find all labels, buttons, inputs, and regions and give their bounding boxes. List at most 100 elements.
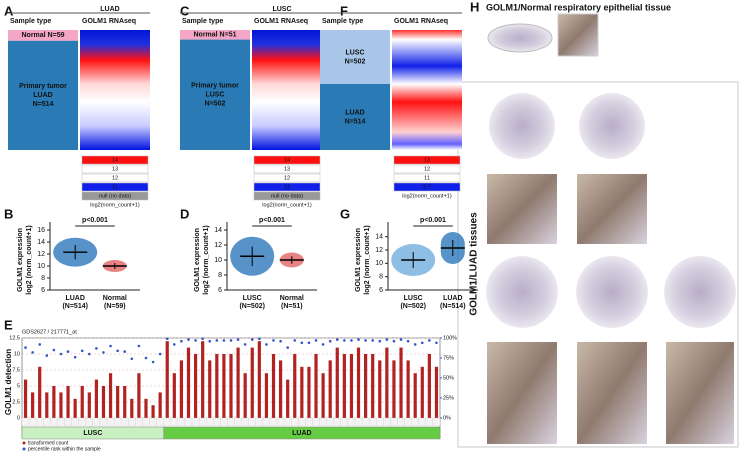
group-label: LUSC <box>205 92 224 99</box>
x-tick-label: LUAD <box>65 295 84 302</box>
sample-label-cell <box>64 417 72 427</box>
bar <box>385 347 389 418</box>
bar <box>264 373 269 418</box>
bar <box>356 347 361 418</box>
y-tick-label: 14 <box>214 227 222 234</box>
x-tick-label: Normal <box>103 295 127 302</box>
group-label: N=514 <box>345 118 366 125</box>
x-tick-label: LUSC <box>243 295 262 302</box>
percentile-dot <box>173 343 176 346</box>
legend-label: 11 <box>112 184 118 190</box>
sample-label-cell <box>255 417 264 427</box>
legend-label: 12 <box>112 175 118 181</box>
percentile-dot <box>293 339 297 342</box>
x-tick-label: (N=514) <box>62 303 87 310</box>
group-label: Primary tumor <box>191 83 239 90</box>
sample-label-cell <box>43 417 51 427</box>
percentile-dot <box>328 339 332 343</box>
percentile-dot <box>151 360 155 364</box>
legend-label: 13 <box>284 166 290 172</box>
h-title: GOLM1/Normal respiratory epithelial tiss… <box>486 2 671 12</box>
heatmap-title: LUAD <box>100 6 119 13</box>
header: GOLM1 RNAseq <box>394 18 448 25</box>
bar <box>52 386 56 418</box>
bar <box>23 379 28 418</box>
percentile-dot <box>435 341 438 345</box>
bar <box>413 373 417 418</box>
percentile-dot <box>130 357 134 361</box>
percentile-dot <box>420 341 424 345</box>
bar <box>434 366 439 418</box>
bar <box>307 366 311 418</box>
percentile-dot <box>229 339 233 342</box>
bar <box>186 347 191 418</box>
header: Sample type <box>322 18 363 25</box>
y-tick-label: 6 <box>379 287 383 294</box>
sample-label-cell <box>198 417 207 427</box>
bar <box>108 373 113 418</box>
sample-label-cell <box>78 417 86 427</box>
bar <box>293 354 297 418</box>
sample-label-cell <box>354 417 363 427</box>
sample-label-cell <box>177 417 186 427</box>
percentile-dot <box>413 343 417 346</box>
percentile-dot <box>45 354 49 357</box>
sample-label-cell <box>234 417 242 427</box>
percentile-dot <box>392 339 396 343</box>
percentile-dot <box>222 339 226 342</box>
legend-box <box>393 173 461 183</box>
sample-group <box>180 30 250 40</box>
sample-label-cell <box>184 417 193 427</box>
legend-box <box>393 155 461 165</box>
group-bar <box>163 426 441 440</box>
sample-label-cell <box>21 417 30 427</box>
sample-label-cell <box>241 417 249 427</box>
sample-label-cell <box>248 417 256 427</box>
tissue-images <box>457 13 739 448</box>
bar <box>66 386 70 418</box>
sample-label-cell <box>213 417 221 427</box>
bar <box>151 405 155 418</box>
legend-swatch <box>22 447 26 451</box>
sample-label-cell <box>347 417 356 427</box>
legend-box <box>393 164 461 174</box>
sample-label-cell <box>36 417 44 427</box>
y-tick-label: 16 <box>37 227 45 234</box>
percentile-dot <box>236 338 240 341</box>
x-tick-label: (N=514) <box>440 303 465 310</box>
sample-label-cell <box>361 417 370 427</box>
sample-label-cell <box>142 417 150 427</box>
sample-label-cell <box>170 417 179 427</box>
y-label: GOLM1 expression <box>194 228 201 292</box>
heat-strip <box>80 30 150 150</box>
header: Sample type <box>182 18 223 25</box>
panel-label: G <box>340 206 350 221</box>
percentile-dot <box>208 339 212 343</box>
chart-title: GDS2627 / 217771_at <box>22 329 77 335</box>
panel-label: C <box>180 3 190 18</box>
sample-label-cell <box>369 417 377 427</box>
bar <box>342 354 346 418</box>
legend-label: transformed count <box>28 440 69 446</box>
legend-label: 11 <box>424 175 430 181</box>
bar <box>420 366 424 418</box>
sample-group <box>320 30 390 84</box>
percentile-dot <box>52 348 56 352</box>
percentile-dot <box>66 350 70 353</box>
legend-label: 12 <box>284 175 290 181</box>
percentile-dot <box>137 344 141 348</box>
percentile-dot <box>116 349 119 353</box>
x-tick-label: Normal <box>280 295 304 302</box>
percentile-dot <box>95 347 98 350</box>
y-label: log2 (norm_count+1) <box>203 225 210 294</box>
sample-label-cell <box>432 417 441 427</box>
legend-label: 11 <box>284 184 290 190</box>
legend-box <box>81 155 149 165</box>
bar <box>364 354 368 418</box>
percentile-dot <box>343 339 346 342</box>
percentile-dot <box>180 339 183 343</box>
legend-box <box>253 164 321 174</box>
y-label: GOLM1 detection <box>4 349 13 415</box>
bar <box>399 347 403 418</box>
bar <box>250 347 254 418</box>
